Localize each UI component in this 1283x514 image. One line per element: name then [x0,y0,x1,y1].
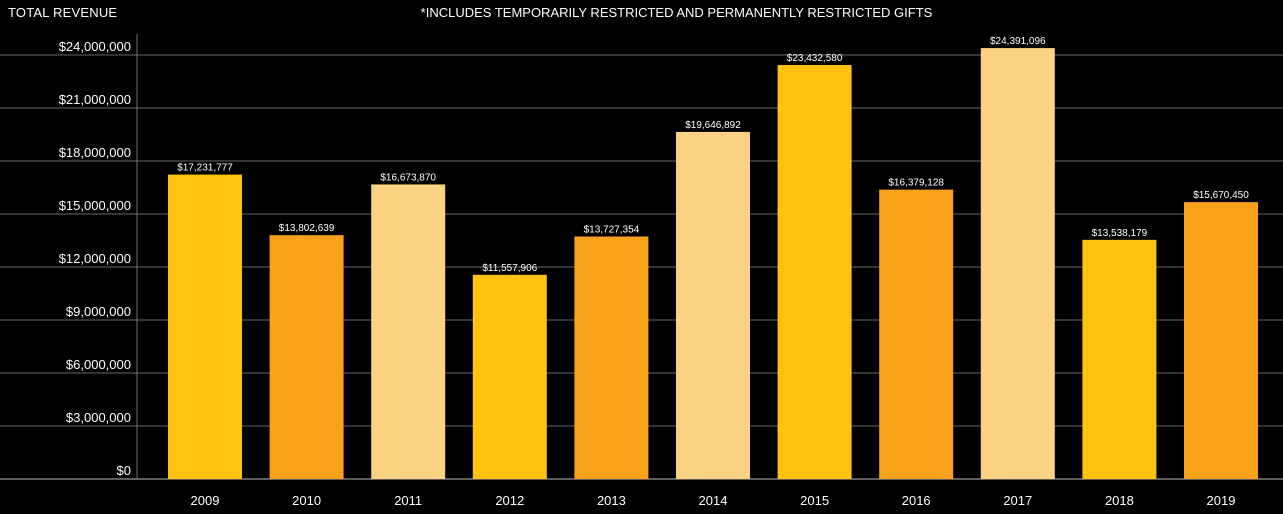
x-tick-label: 2018 [1105,493,1134,508]
x-tick-label: 2009 [191,493,220,508]
bar-2017 [980,48,1055,479]
y-tick-label: $9,000,000 [66,304,131,319]
bar-2014 [676,131,750,479]
x-tick-label: 2016 [902,493,931,508]
y-tick-label: $3,000,000 [66,410,131,425]
data-label: $13,538,179 [1092,228,1148,239]
chart-footnote: *INCLUDES TEMPORARILY RESTRICTED AND PER… [420,5,933,20]
data-label: $11,557,906 [482,263,537,274]
x-tick-label: 2015 [800,493,829,508]
bars [168,48,1258,480]
data-label: $15,670,450 [1193,190,1249,201]
data-label: $13,802,639 [279,223,335,234]
y-tick-label: $12,000,000 [59,251,131,266]
data-labels: $17,231,777 $13,802,639 $16,673,870 $11,557… [177,36,1249,274]
y-tick-label: $15,000,000 [59,198,131,213]
chart-title: TOTAL REVENUE [8,5,118,20]
y-tick-label: $21,000,000 [59,92,131,107]
x-tick-label: 2017 [1003,493,1032,508]
y-axis: $0 $3,000,000 $6,000,000 $9,000,000 $12,000,… [59,34,138,479]
y-tick-label: $0 [117,463,131,478]
y-tick-label: $24,000,000 [59,39,131,54]
bar-2011 [371,184,446,480]
bar-2018 [1082,239,1157,479]
x-tick-label: 2012 [495,493,524,508]
data-label: $24,391,096 [990,36,1046,47]
bar-2012 [472,274,547,479]
y-tick-label: $18,000,000 [59,145,131,160]
x-tick-label: 2011 [394,493,422,508]
data-label: $23,432,580 [787,53,843,64]
data-label: $19,646,892 [685,120,741,131]
data-label: $16,379,128 [888,178,944,189]
bar-2013 [574,236,649,479]
bar-2009 [168,174,242,479]
data-label: $16,673,870 [380,172,436,183]
bar-2010 [269,235,344,479]
x-axis: 2009 2010 2011 2012 2013 2014 2015 2016 2017 2018… [191,493,1236,508]
y-tick-label: $6,000,000 [66,357,131,372]
bar-2015 [777,65,852,480]
x-tick-label: 2010 [292,493,321,508]
bar-2019 [1184,202,1258,479]
data-label: $17,231,777 [177,163,233,174]
data-label: $13,727,354 [584,224,640,235]
x-tick-label: 2013 [597,493,626,508]
bar-2016 [879,189,954,479]
x-tick-label: 2014 [699,493,728,508]
x-tick-label: 2019 [1207,493,1236,508]
